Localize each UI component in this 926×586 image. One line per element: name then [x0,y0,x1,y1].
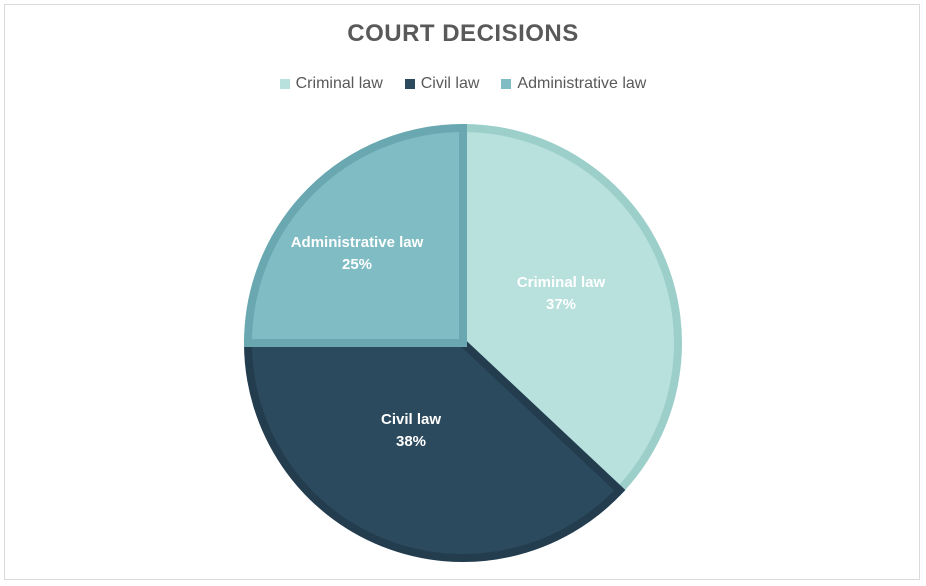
data-label-value-criminal-law: 37% [546,296,576,313]
data-label-name-civil-law: Civil law [381,411,441,428]
data-label-value-administrative-law: 25% [342,256,372,273]
data-label-value-civil-law: 38% [396,433,426,450]
data-label-name-criminal-law: Criminal law [517,274,606,291]
data-label-name-administrative-law: Administrative law [291,234,424,251]
pie-slices [248,128,678,558]
